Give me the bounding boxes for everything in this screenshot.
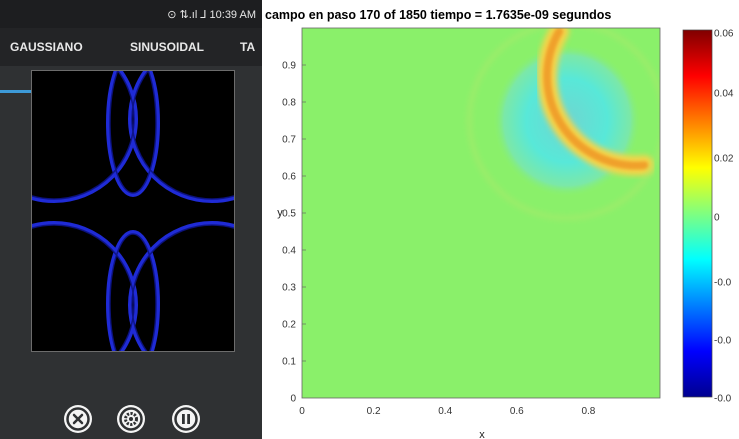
colorbar-tick-label: 0.06	[714, 29, 734, 40]
tab-gaussiano[interactable]: GAUSSIANO	[10, 40, 83, 54]
tab-partial[interactable]: TA	[240, 40, 256, 54]
y-tick-label: 0.7	[282, 135, 296, 146]
colorbar-tick-label: -0.0	[714, 336, 732, 347]
close-button[interactable]	[64, 405, 92, 433]
plot-area	[302, 28, 660, 398]
y-tick-label: 0.4	[282, 246, 296, 257]
settings-button[interactable]	[117, 405, 145, 433]
outer-ring-remnant	[466, 28, 660, 221]
x-tick-label: 0.2	[367, 406, 381, 417]
colorbar-tick-label: 0.04	[714, 89, 734, 100]
x-tick-label: 0	[299, 406, 305, 417]
x-tick-label: 0.4	[438, 406, 452, 417]
colorbar-tick-label: 0	[714, 213, 720, 224]
x-tick-label: 0.6	[510, 406, 524, 417]
positive-crescent-core	[543, 28, 649, 170]
y-tick-label: 0.8	[282, 98, 296, 109]
y-tick-label: 0.6	[282, 172, 296, 183]
status-bar: ⊙ ⇅.ıl ⅃ 10:39 AM	[0, 0, 262, 28]
y-tick-label: 0.2	[282, 320, 296, 331]
pause-icon	[174, 407, 198, 431]
colorbar	[682, 29, 713, 398]
wave-pattern-drawing	[32, 71, 234, 351]
heatmap-svg: campo en paso 170 of 1850 tiempo = 1.763…	[265, 8, 734, 439]
field-features	[466, 28, 660, 221]
status-bar-text: ⊙ ⇅.ıl ⅃ 10:39 AM	[167, 9, 256, 21]
colorbar-tick-label: -0.0	[714, 394, 732, 405]
y-tick-label: 0.3	[282, 283, 296, 294]
x-tick-labels: 0 0.2 0.4 0.6 0.8	[299, 406, 596, 417]
phone-app-panel: ⊙ ⇅.ıl ⅃ 10:39 AM GAUSSIANO SINUSOIDAL T…	[0, 0, 262, 439]
colorbar-tick-label: 0.02	[714, 154, 734, 165]
gear-icon	[119, 407, 143, 431]
colorbar-tick-labels: 0.06 0.04 0.02 0 -0.0 -0.0 -0.0	[714, 29, 734, 405]
y-axis-label: y	[277, 207, 283, 219]
chart-title: campo en paso 170 of 1850 tiempo = 1.763…	[265, 8, 611, 22]
y-tick-label: 0.1	[282, 357, 296, 368]
tab-sinusoidal[interactable]: SINUSOIDAL	[130, 40, 205, 54]
field-heatmap-figure: campo en paso 170 of 1850 tiempo = 1.763…	[262, 0, 739, 439]
close-icon	[66, 407, 90, 431]
colorbar-tick-label: -0.0	[714, 278, 732, 289]
x-tick-label: 0.8	[581, 406, 595, 417]
y-tick-label: 0	[290, 394, 296, 405]
wave-pattern-view	[31, 70, 235, 352]
y-tick-labels: 0 0.1 0.2 0.3 0.4 0.5 0.6 0.7 0.8 0.9	[282, 61, 306, 405]
x-axis-label: x	[479, 429, 485, 439]
y-tick-label: 0.5	[282, 209, 296, 220]
pause-button[interactable]	[172, 405, 200, 433]
y-tick-label: 0.9	[282, 61, 296, 72]
tab-bar: GAUSSIANO SINUSOIDAL TA	[0, 28, 262, 93]
